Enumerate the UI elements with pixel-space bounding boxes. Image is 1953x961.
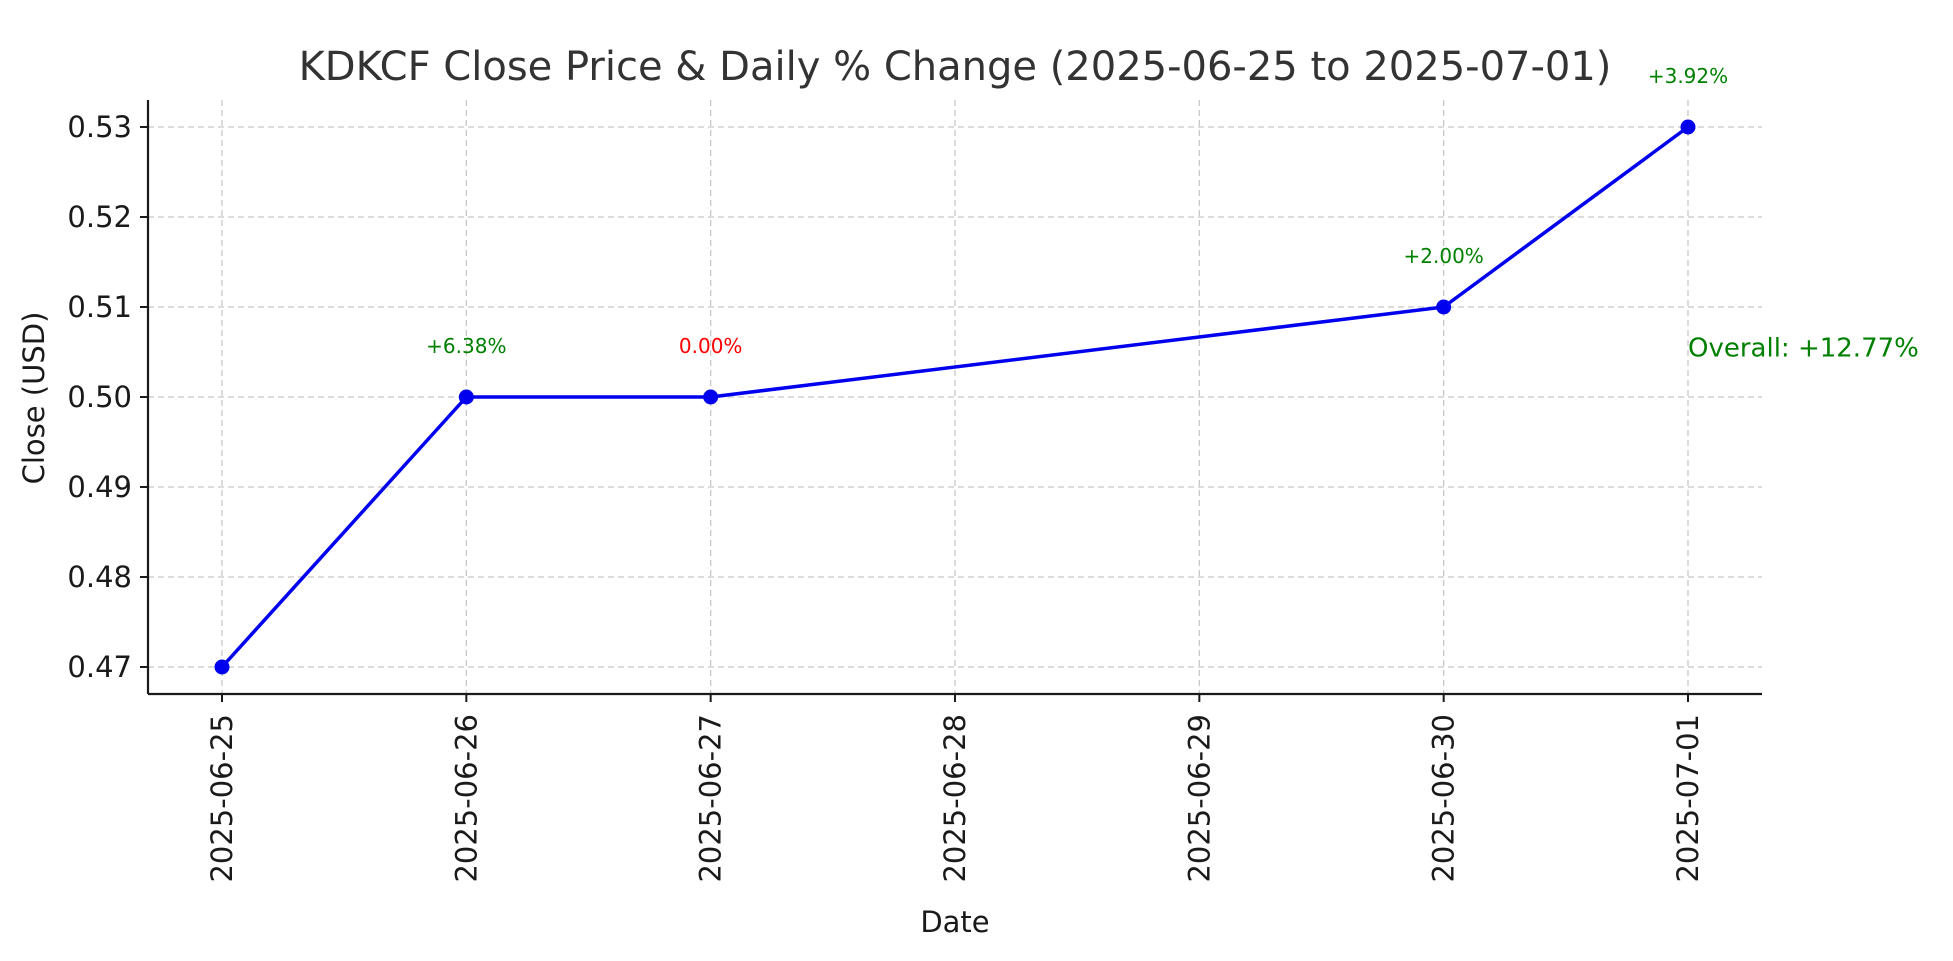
chart-title: KDKCF Close Price & Daily % Change (2025… [299,44,1612,90]
x-tick-label: 2025-06-28 [938,714,972,883]
grid-lines [148,100,1762,694]
data-point [703,389,719,405]
data-point [214,659,230,675]
y-tick-label: 0.49 [67,470,132,504]
series [214,119,1696,675]
axes [140,100,1762,702]
y-tick-label: 0.51 [67,290,132,324]
data-point [1436,299,1452,315]
y-tick-label: 0.52 [67,200,132,234]
x-tick-label: 2025-06-30 [1427,714,1461,883]
tick-labels: 0.47 0.48 0.49 0.50 0.51 0.52 0.53 2025-06-25 20… [67,110,1705,883]
y-tick-label: 0.50 [67,380,132,414]
x-tick-label: 2025-07-01 [1671,714,1705,883]
pct-change-label: +2.00% [1404,244,1484,268]
x-tick-label: 2025-06-26 [449,714,483,883]
annotations: +6.38% 0.00% +2.00% +3.92% Overall: +12.77% [426,64,1919,364]
pct-change-label: +3.92% [1648,64,1728,88]
x-tick-label: 2025-06-29 [1182,714,1216,883]
data-point [1680,119,1696,135]
y-axis-label: Close (USD) [17,312,51,485]
pct-change-label: 0.00% [679,334,743,358]
data-point [458,389,474,405]
overall-change-label: Overall: +12.77% [1688,334,1919,364]
x-tick-label: 2025-06-25 [205,714,239,883]
x-tick-label: 2025-06-27 [694,714,728,883]
y-tick-label: 0.48 [67,560,132,594]
y-tick-label: 0.53 [67,110,132,144]
pct-change-label: +6.38% [426,334,506,358]
y-tick-label: 0.47 [67,650,132,684]
x-axis-label: Date [920,905,989,939]
